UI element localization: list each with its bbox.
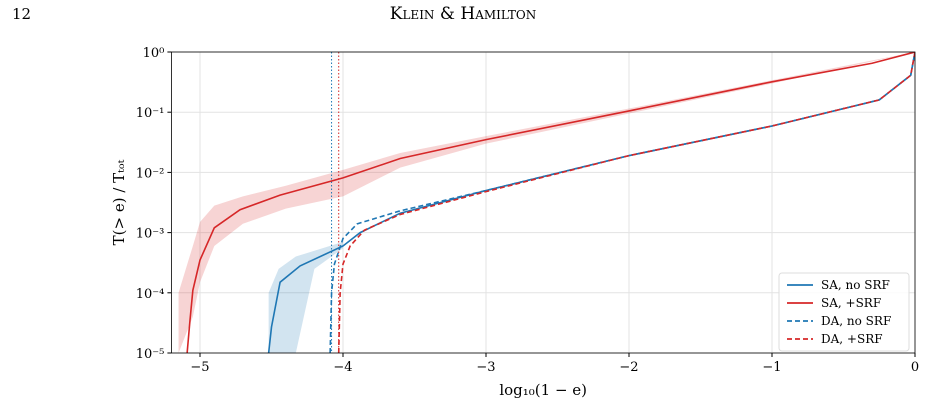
x-tick-label: −1 [762, 360, 781, 375]
series-line [186, 52, 915, 353]
y-tick-label: 10⁻⁴ [136, 287, 165, 302]
x-tick-label: −2 [619, 360, 638, 375]
legend-label: SA, +SRF [821, 296, 881, 310]
y-tick-label: 10⁻⁵ [136, 347, 165, 362]
y-tick-label: 10⁰ [143, 46, 165, 61]
x-tick-label: −4 [333, 360, 352, 375]
x-tick-label: 0 [911, 360, 919, 375]
running-head: Klein & Hamilton [390, 4, 536, 24]
x-tick-label: −3 [476, 360, 495, 375]
legend-box [778, 272, 910, 352]
y-tick-label: 10⁻¹ [136, 106, 165, 121]
legend-label: DA, no SRF [821, 314, 891, 328]
page-number: 12 [12, 5, 31, 23]
series-line [337, 52, 915, 353]
series-line [329, 52, 915, 353]
legend-label: DA, +SRF [821, 332, 883, 346]
y-tick-label: 10⁻² [136, 166, 165, 181]
y-tick-label: 10⁻³ [136, 227, 165, 242]
legend-label: SA, no SRF [821, 278, 890, 292]
plot-frame [170, 51, 916, 354]
uncertainty-band [268, 241, 343, 353]
x-tick-label: −5 [190, 360, 209, 375]
x-axis-label: log₁₀(1 − e) [499, 381, 587, 399]
y-axis-label: T(> e) / Tₜₒₜ [110, 159, 128, 245]
